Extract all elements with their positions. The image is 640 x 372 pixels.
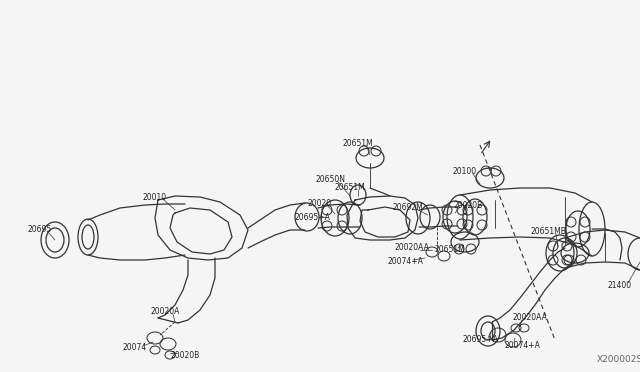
Text: 20010: 20010 <box>143 192 167 202</box>
Text: X200002S: X200002S <box>597 356 640 365</box>
Text: 20651M: 20651M <box>435 246 465 254</box>
Text: 20651M: 20651M <box>335 183 365 192</box>
Text: 20651MB: 20651MB <box>530 228 566 237</box>
Text: 20100: 20100 <box>453 167 477 176</box>
Text: 20074: 20074 <box>123 343 147 353</box>
Text: 20074+A: 20074+A <box>387 257 423 266</box>
Text: 20020: 20020 <box>308 199 332 208</box>
Text: 20695+A: 20695+A <box>462 336 498 344</box>
Text: 20692M: 20692M <box>392 202 424 212</box>
Text: 20074+A: 20074+A <box>504 340 540 350</box>
Text: 20020B: 20020B <box>170 350 200 359</box>
Text: 20020AA: 20020AA <box>513 314 547 323</box>
Text: 20020B: 20020B <box>453 201 483 209</box>
Text: 20020AA: 20020AA <box>395 244 429 253</box>
Text: 20650N: 20650N <box>315 176 345 185</box>
Text: 21400: 21400 <box>608 280 632 289</box>
Text: 20651M: 20651M <box>342 138 373 148</box>
Text: 20695: 20695 <box>28 225 52 234</box>
Text: 20695+A: 20695+A <box>294 214 330 222</box>
Text: 20020A: 20020A <box>150 308 180 317</box>
